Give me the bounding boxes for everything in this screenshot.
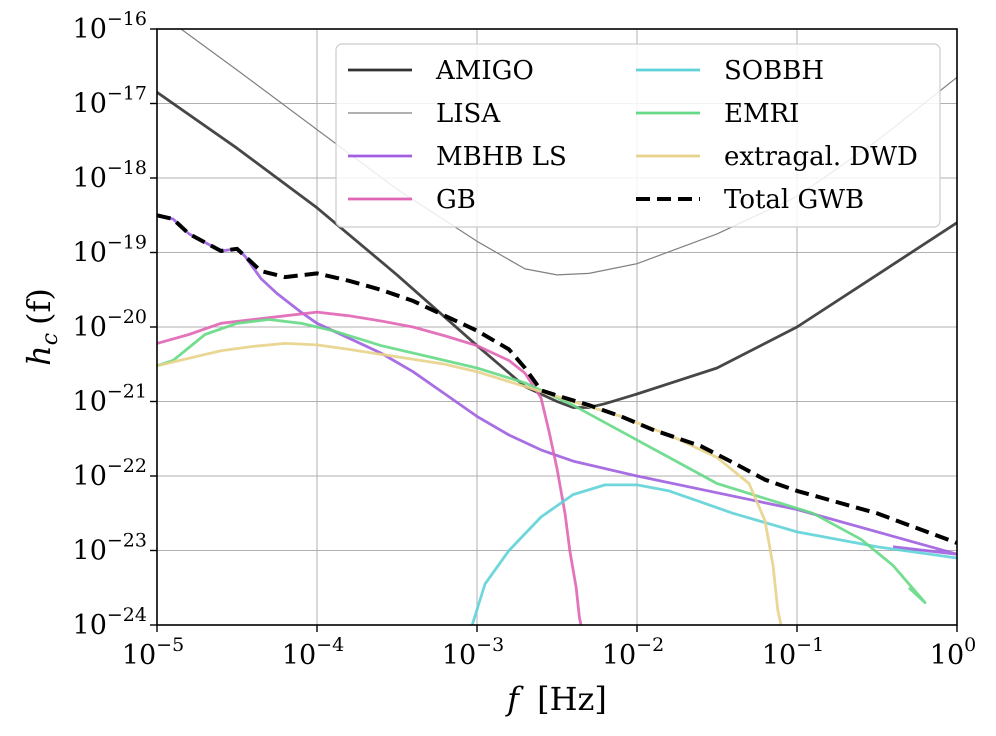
- legend-item: extragal. DWD: [636, 142, 918, 172]
- legend-item: SOBBH: [636, 56, 824, 86]
- y-tick-label: 10−21: [73, 381, 147, 418]
- y-axis-label: hc (f): [20, 288, 63, 366]
- x-tick-label: 100: [930, 634, 976, 671]
- x-tick-label: 10−4: [282, 634, 344, 671]
- series-mbhb-ls: [157, 213, 957, 556]
- y-tick-label: 10−16: [73, 8, 147, 45]
- x-tick-label: 10−3: [442, 634, 504, 671]
- y-tick-label: 10−22: [73, 455, 147, 492]
- legend-item: MBHB LS: [348, 142, 567, 172]
- legend-item: LISA: [348, 99, 501, 129]
- x-axis-label: f [Hz]: [505, 680, 607, 718]
- x-axis-unit: [Hz]: [537, 680, 607, 718]
- series-gb: [157, 310, 583, 625]
- y-tick-label: 10−19: [73, 232, 147, 269]
- y-tick-label: 10−17: [73, 83, 147, 120]
- series-layer: [157, 29, 957, 625]
- legend-box: [335, 43, 941, 228]
- legend-label: SOBBH: [724, 56, 824, 86]
- series-emri: [157, 318, 927, 604]
- x-tick-label: 10−1: [762, 634, 824, 671]
- legend-item: Total GWB: [636, 185, 864, 215]
- series-amigo: [157, 91, 957, 409]
- legend: AMIGO LISA MBHB LS GB SOBBH EMRI extragal. DWD…: [335, 43, 941, 228]
- legend-item: GB: [348, 185, 476, 215]
- legend-label: GB: [436, 185, 476, 215]
- legend-label: MBHB LS: [436, 142, 567, 172]
- y-tick-label: 10−18: [73, 157, 147, 194]
- legend-label: Total GWB: [724, 185, 864, 215]
- y-tick-label: 10−24: [73, 604, 147, 641]
- x-tick-label: 10−5: [122, 634, 184, 671]
- y-tick-label: 10−20: [73, 306, 147, 343]
- legend-label: EMRI: [724, 99, 799, 129]
- legend-label: LISA: [436, 99, 501, 129]
- y-tick-label: 10−23: [73, 530, 147, 567]
- series-total-gwb: [157, 213, 957, 545]
- axis-ticks: 10−5 10−4 10−3 10−2 10−1 100 10−16 10−17 10−18 10…: [73, 8, 977, 671]
- series-sobbh: [470, 483, 957, 625]
- legend-item: AMIGO: [348, 56, 534, 86]
- legend-label: AMIGO: [435, 56, 534, 86]
- y-axis-argument: (f): [20, 288, 58, 325]
- series-extragal-dwd: [157, 342, 783, 625]
- legend-item: EMRI: [636, 99, 799, 129]
- x-tick-label: 10−2: [602, 634, 664, 671]
- x-axis-symbol: f: [505, 680, 524, 718]
- y-axis-subscript: c: [38, 333, 63, 345]
- legend-label: extragal. DWD: [724, 142, 918, 172]
- y-axis-symbol: h: [20, 345, 58, 366]
